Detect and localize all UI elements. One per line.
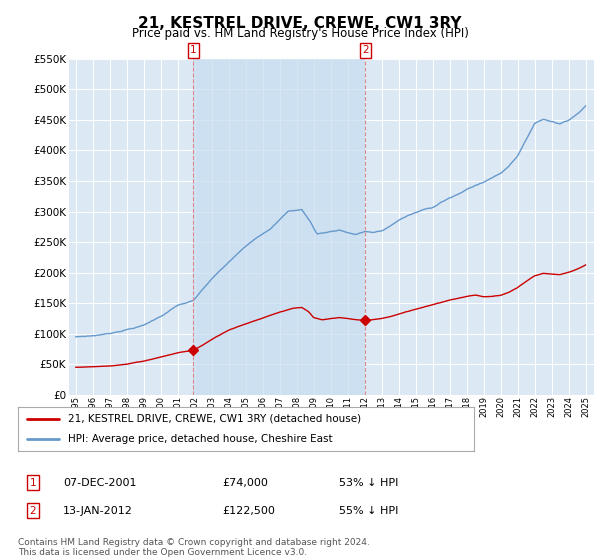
- Text: Contains HM Land Registry data © Crown copyright and database right 2024.
This d: Contains HM Land Registry data © Crown c…: [18, 538, 370, 557]
- Text: 53% ↓ HPI: 53% ↓ HPI: [339, 478, 398, 488]
- Text: 07-DEC-2001: 07-DEC-2001: [63, 478, 137, 488]
- Text: 13-JAN-2012: 13-JAN-2012: [63, 506, 133, 516]
- Text: 2: 2: [29, 506, 37, 516]
- Text: 1: 1: [29, 478, 37, 488]
- Text: 21, KESTREL DRIVE, CREWE, CW1 3RY (detached house): 21, KESTREL DRIVE, CREWE, CW1 3RY (detac…: [68, 414, 361, 424]
- Text: Price paid vs. HM Land Registry's House Price Index (HPI): Price paid vs. HM Land Registry's House …: [131, 27, 469, 40]
- Text: 1: 1: [190, 45, 197, 55]
- Text: £74,000: £74,000: [222, 478, 268, 488]
- Bar: [193, 59, 365, 395]
- Text: £122,500: £122,500: [222, 506, 275, 516]
- Text: HPI: Average price, detached house, Cheshire East: HPI: Average price, detached house, Ches…: [68, 434, 333, 444]
- Text: 2: 2: [362, 45, 368, 55]
- Text: 21, KESTREL DRIVE, CREWE, CW1 3RY: 21, KESTREL DRIVE, CREWE, CW1 3RY: [138, 16, 462, 31]
- Text: 55% ↓ HPI: 55% ↓ HPI: [339, 506, 398, 516]
